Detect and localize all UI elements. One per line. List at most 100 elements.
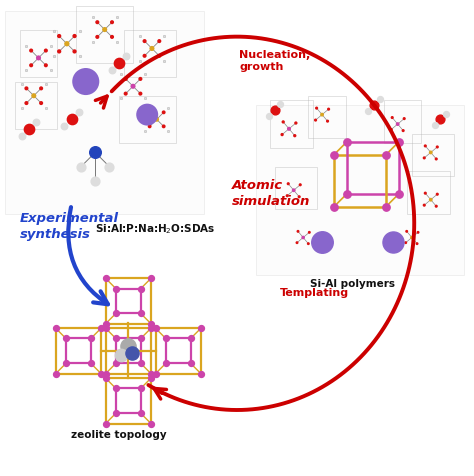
Point xyxy=(160,58,168,65)
Point xyxy=(420,202,428,209)
Point xyxy=(42,105,50,112)
Point xyxy=(197,325,205,332)
Text: Atomic
simulation: Atomic simulation xyxy=(232,178,310,208)
Point xyxy=(50,28,58,36)
Point xyxy=(30,93,37,100)
Point xyxy=(146,123,154,131)
Point xyxy=(102,375,109,382)
Point xyxy=(76,28,83,36)
Point xyxy=(102,275,109,283)
Point xyxy=(71,49,78,56)
Point xyxy=(294,228,302,236)
Point xyxy=(382,204,390,211)
Point xyxy=(147,370,155,377)
Point xyxy=(42,62,50,70)
Point xyxy=(313,105,320,113)
Point xyxy=(437,116,444,124)
Point xyxy=(93,20,101,27)
Point xyxy=(87,360,95,367)
Point xyxy=(68,116,75,124)
Point xyxy=(115,60,123,67)
Point xyxy=(164,105,172,112)
Point xyxy=(25,126,33,133)
Point xyxy=(50,53,58,61)
Text: Experimental
synthesis: Experimental synthesis xyxy=(19,212,118,241)
Point xyxy=(82,79,90,86)
Point xyxy=(395,190,402,198)
Point xyxy=(112,335,119,343)
Point xyxy=(47,43,55,50)
Point xyxy=(291,133,299,140)
Point xyxy=(112,360,119,367)
Point xyxy=(283,192,291,200)
Point xyxy=(160,33,168,41)
Point xyxy=(388,115,396,122)
Point xyxy=(160,109,167,117)
Point xyxy=(187,335,194,343)
Point xyxy=(330,152,337,159)
FancyBboxPatch shape xyxy=(256,106,464,276)
Point xyxy=(62,360,70,367)
Point xyxy=(343,190,351,198)
Point xyxy=(427,197,435,204)
Point xyxy=(52,370,60,377)
Point xyxy=(197,370,205,377)
Point xyxy=(136,58,144,65)
Point xyxy=(265,112,273,120)
Point xyxy=(153,116,160,124)
Point xyxy=(427,149,435,157)
Point xyxy=(146,109,154,117)
Point xyxy=(148,46,156,53)
Point xyxy=(296,181,304,189)
Point xyxy=(395,139,402,146)
Point xyxy=(118,352,125,359)
Point xyxy=(402,239,410,247)
Point xyxy=(136,33,144,41)
Point xyxy=(300,234,307,242)
Point xyxy=(42,48,50,55)
Point xyxy=(365,108,372,115)
Point xyxy=(147,325,155,332)
Point xyxy=(125,343,132,350)
Point xyxy=(137,76,144,84)
Point xyxy=(382,152,390,159)
Point xyxy=(431,122,438,129)
Point xyxy=(394,121,401,129)
Point xyxy=(137,360,145,367)
Point xyxy=(421,190,429,198)
Point xyxy=(147,375,155,382)
Point xyxy=(113,39,120,46)
Point xyxy=(330,204,337,211)
Point xyxy=(91,178,99,185)
Point xyxy=(306,229,313,237)
Point xyxy=(137,310,145,317)
Point xyxy=(27,62,35,70)
Point xyxy=(18,133,26,140)
Point xyxy=(89,39,96,46)
Point xyxy=(112,285,119,293)
Point xyxy=(137,410,145,417)
Point xyxy=(75,109,82,117)
Point xyxy=(442,110,450,118)
Point xyxy=(277,101,284,109)
Point xyxy=(271,107,279,114)
Point xyxy=(295,194,303,201)
Point xyxy=(55,49,63,56)
Point xyxy=(312,117,319,125)
Point xyxy=(122,53,130,60)
Point xyxy=(187,360,194,367)
Text: Si:Al:P:Na:H$_2$O:SDAs: Si:Al:P:Na:H$_2$O:SDAs xyxy=(95,221,216,235)
Point xyxy=(102,320,109,328)
Point xyxy=(18,80,26,88)
Point xyxy=(55,33,63,41)
Point xyxy=(37,100,45,108)
Point xyxy=(434,144,441,151)
Point xyxy=(152,370,159,377)
Point xyxy=(421,143,429,150)
Point xyxy=(413,240,421,248)
Point xyxy=(101,27,109,34)
Point xyxy=(434,191,441,198)
Point xyxy=(285,126,293,133)
Point xyxy=(97,370,105,377)
Point xyxy=(324,118,331,126)
